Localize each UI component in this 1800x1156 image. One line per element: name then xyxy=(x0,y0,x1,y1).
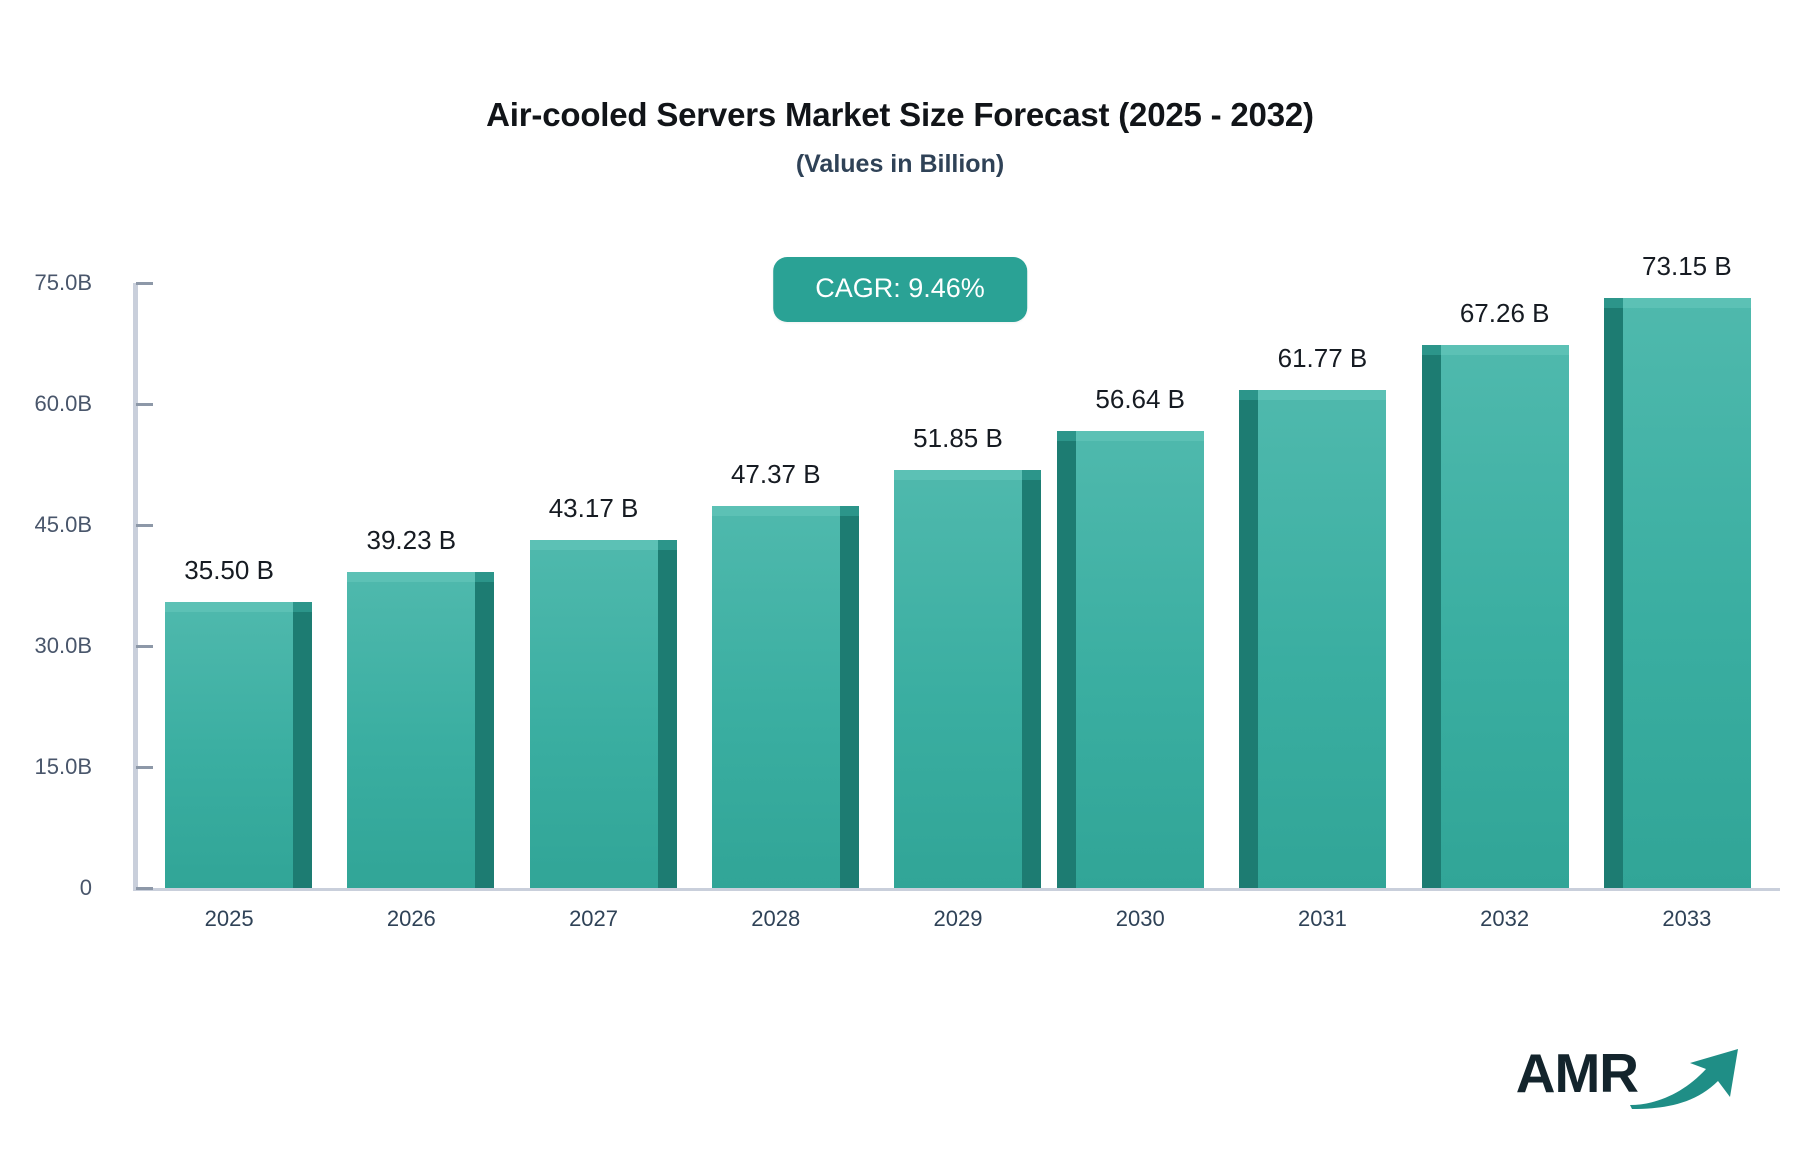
x-axis-label: 2028 xyxy=(751,906,801,931)
bar-value-label: 67.26 B xyxy=(1459,298,1550,329)
bar-value-label: 51.85 B xyxy=(913,422,1003,453)
chart-subtitle: (Values in Billion) xyxy=(795,149,1005,178)
y-axis-tick-label: 30.0B xyxy=(34,633,93,658)
bar-column[interactable]: 73.15 B xyxy=(1603,251,1751,888)
bar-top-bevel xyxy=(475,571,495,582)
bar-value-label: 35.50 B xyxy=(184,554,274,585)
bar-side-face xyxy=(839,514,859,888)
y-axis-tick-mark xyxy=(136,766,153,769)
bar-value-label: 43.17 B xyxy=(548,492,639,523)
y-axis-tick-mark xyxy=(136,524,153,527)
x-axis-line xyxy=(133,888,1780,891)
bar-column[interactable]: 51.85 B xyxy=(894,283,1041,888)
bar-top-bevel xyxy=(1057,431,1077,442)
y-axis-tick-mark xyxy=(136,403,153,406)
bar-side-face xyxy=(657,548,677,888)
bar-value-label: 56.64 B xyxy=(1095,384,1186,415)
bar-column[interactable]: 39.23 B xyxy=(347,283,495,888)
cagr-badge: CAGR: 9.46% xyxy=(773,257,1027,322)
bar-top-bevel xyxy=(1022,469,1041,480)
bar-side-face xyxy=(293,610,313,888)
bar[interactable] xyxy=(165,601,313,888)
bar-top-face xyxy=(1258,389,1387,400)
bar[interactable] xyxy=(1603,297,1751,888)
bar-top-face xyxy=(165,601,294,612)
bar-front-face xyxy=(1440,345,1569,888)
x-axis-label: 2026 xyxy=(386,906,436,931)
y-axis-tick-mark xyxy=(136,282,153,285)
bar-top-face xyxy=(1622,297,1751,308)
bar-side-face xyxy=(1421,354,1441,888)
bar-top-face xyxy=(711,505,840,516)
bar[interactable] xyxy=(1057,431,1205,888)
page-title: Air-cooled Servers Market Size Forecast … xyxy=(486,96,1314,133)
bar-value-label: 39.23 B xyxy=(366,524,457,555)
bar-column[interactable]: 56.64 B xyxy=(1057,283,1205,888)
bar-side-face xyxy=(1022,478,1041,888)
bar-side-face xyxy=(1239,398,1259,888)
bar-top-bevel xyxy=(1421,345,1441,356)
bar[interactable] xyxy=(1239,389,1387,888)
growth-arrow-icon xyxy=(1626,1047,1748,1114)
bar-top-bevel xyxy=(293,601,313,612)
bar-column[interactable]: 35.50 B xyxy=(165,283,313,888)
y-axis-tick-label: 0 xyxy=(79,875,92,900)
bar-front-face xyxy=(529,539,658,888)
bar-column[interactable]: 43.17 B xyxy=(529,283,677,888)
bar-side-face xyxy=(1603,306,1623,888)
bar-front-face xyxy=(165,601,294,888)
logo-wordmark: AMR xyxy=(1515,1042,1639,1104)
bar-top-bevel xyxy=(1239,389,1259,400)
bar-front-face xyxy=(1622,297,1751,888)
bar-front-face xyxy=(1076,431,1205,888)
bar-value-label: 73.15 B xyxy=(1642,250,1732,281)
bar-series: 35.50 B 39.23 B 43.17 B 47.37 B 51.85 B 56.64… xyxy=(138,251,1778,888)
bar-column[interactable]: 47.37 B xyxy=(711,283,859,888)
bar-top-bevel xyxy=(839,505,859,516)
bar[interactable] xyxy=(347,571,495,888)
bar-front-face xyxy=(1258,389,1387,888)
y-axis-tick-mark xyxy=(136,887,153,890)
bar[interactable] xyxy=(711,505,859,888)
bar-top-face xyxy=(894,469,1022,480)
bar-top-bevel xyxy=(657,539,677,550)
amr-logo: AMR xyxy=(1516,1033,1748,1114)
bar-top-face xyxy=(529,539,658,550)
bar[interactable] xyxy=(894,469,1041,888)
y-axis-tick-label: 75.0B xyxy=(34,270,93,295)
bar-top-bevel xyxy=(1603,297,1623,308)
x-axis-label: 2029 xyxy=(933,906,983,931)
bar-column[interactable]: 61.77 B xyxy=(1239,283,1387,888)
x-axis-label: 2031 xyxy=(1297,906,1347,931)
x-axis-label: 2030 xyxy=(1115,906,1165,931)
y-axis-tick-label: 60.0B xyxy=(34,391,93,416)
y-axis-tick-mark xyxy=(136,645,153,648)
bar-value-label: 61.77 B xyxy=(1277,342,1368,373)
x-axis-label: 2032 xyxy=(1480,906,1530,931)
bar[interactable] xyxy=(529,539,677,888)
y-axis-tick-label: 15.0B xyxy=(34,754,93,779)
bar-column[interactable]: 67.26 B xyxy=(1421,283,1569,888)
x-axis-label: 2027 xyxy=(569,906,619,931)
bar-top-face xyxy=(1076,431,1205,442)
bar[interactable] xyxy=(1421,345,1569,888)
bar-front-face xyxy=(347,571,476,888)
bar-front-face xyxy=(894,469,1022,888)
y-axis-line xyxy=(133,283,138,890)
bar-side-face xyxy=(1057,440,1077,888)
x-axis-label: 2025 xyxy=(204,906,254,931)
y-axis-tick-label: 45.0B xyxy=(34,512,93,537)
x-axis-label: 2033 xyxy=(1662,906,1712,931)
title-block: Air-cooled Servers Market Size Forecast … xyxy=(0,96,1800,179)
bar-front-face xyxy=(711,505,840,888)
bar-top-face xyxy=(1440,345,1569,356)
bar-side-face xyxy=(475,580,495,888)
bar-top-face xyxy=(347,571,476,582)
bar-value-label: 47.37 B xyxy=(730,458,821,489)
